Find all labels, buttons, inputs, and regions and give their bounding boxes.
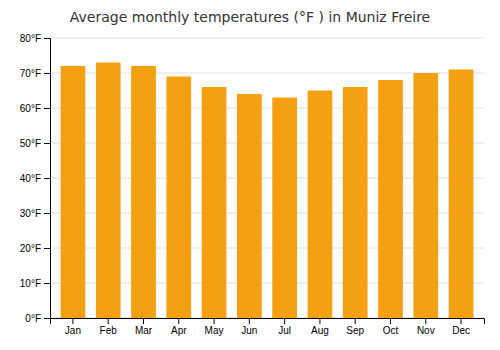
tick-label: Apr (171, 325, 187, 336)
tick: Oct (383, 318, 399, 336)
tick-mark (461, 318, 462, 324)
y-axis: 0°F 10°F 20°F 30°F 40°F 50°F 60°F 70°F 80°F (20, 33, 51, 324)
tick: 80°F (20, 33, 50, 44)
tick: Nov (417, 318, 435, 336)
tick: Aug (311, 318, 329, 336)
tick-mark (44, 73, 50, 74)
bar (166, 77, 191, 319)
grid-line (50, 38, 484, 39)
tick-mark (44, 248, 50, 249)
tick-mark (425, 318, 426, 324)
tick-mark (44, 143, 50, 144)
bar (378, 80, 403, 318)
axis-line (44, 39, 51, 319)
tick: 30°F (20, 208, 50, 219)
tick-label: Aug (311, 325, 329, 336)
tick: Apr (171, 318, 187, 336)
tick-label: 10°F (20, 278, 41, 289)
tick-mark (44, 178, 50, 179)
tick: 70°F (20, 68, 50, 79)
tick-label: Sep (346, 325, 364, 336)
tick: 20°F (20, 243, 50, 254)
tick: 40°F (20, 173, 50, 184)
tick-mark (355, 318, 356, 324)
bars (61, 63, 474, 319)
tick-label: 20°F (20, 243, 41, 254)
bar (61, 66, 86, 318)
bar (96, 63, 121, 319)
tick-mark (143, 318, 144, 324)
tick-label: Nov (417, 325, 435, 336)
tick-label: 80°F (20, 33, 41, 44)
bar (343, 87, 368, 318)
tick-label: Oct (383, 325, 399, 336)
tick: Sep (346, 318, 364, 336)
tick-label: Feb (100, 325, 118, 336)
tick-label: Mar (135, 325, 153, 336)
tick-mark (44, 38, 50, 39)
tick-mark (319, 318, 320, 324)
tick-label: 30°F (20, 208, 41, 219)
tick: Feb (100, 318, 118, 336)
bar (413, 73, 438, 318)
tick: 50°F (20, 138, 50, 149)
tick-label: 0°F (25, 313, 41, 324)
tick-mark (249, 318, 250, 324)
tick-mark (284, 318, 285, 324)
tick-mark (214, 318, 215, 324)
bar (202, 87, 227, 318)
tick: Mar (135, 318, 153, 336)
tick-label: Jul (278, 325, 291, 336)
bar (449, 70, 474, 319)
bar (237, 94, 262, 318)
tick-label: 70°F (20, 68, 41, 79)
tick-mark (44, 283, 50, 284)
tick: Jun (241, 318, 257, 336)
tick: Jul (278, 318, 291, 336)
bar (131, 66, 156, 318)
tick: May (205, 318, 224, 336)
tick-label: 50°F (20, 138, 41, 149)
tick: Jan (65, 318, 81, 336)
tick-mark (44, 213, 50, 214)
tick: 10°F (20, 278, 50, 289)
bar (272, 98, 297, 319)
tick: 60°F (20, 103, 50, 114)
tick-mark (72, 318, 73, 324)
tick-label: Jun (241, 325, 257, 336)
tick-label: 40°F (20, 173, 41, 184)
tick-mark (178, 318, 179, 324)
bar (308, 91, 333, 319)
tick-label: Jan (65, 325, 81, 336)
plot: 0°F 10°F 20°F 30°F 40°F 50°F 60°F 70°F 80°F Jan Fe… (20, 33, 485, 336)
tick-label: May (205, 325, 224, 336)
tick-mark (108, 318, 109, 324)
tick-mark (44, 108, 50, 109)
tick-mark (390, 318, 391, 324)
title: Average monthly temperatures (°F ) in Mu… (70, 9, 430, 25)
x-axis: Jan Feb Mar Apr May Jun Jul Aug Sep Oct Nov Dec (51, 318, 485, 336)
axis-line (51, 319, 485, 325)
tick: Dec (452, 318, 470, 336)
grid (50, 38, 484, 318)
tick-label: 60°F (20, 103, 41, 114)
tick-mark (44, 318, 50, 319)
chart: 0°F 10°F 20°F 30°F 40°F 50°F 60°F 70°F 80°F Jan Fe… (0, 0, 500, 350)
tick-label: Dec (452, 325, 470, 336)
tick: 0°F (25, 313, 50, 324)
